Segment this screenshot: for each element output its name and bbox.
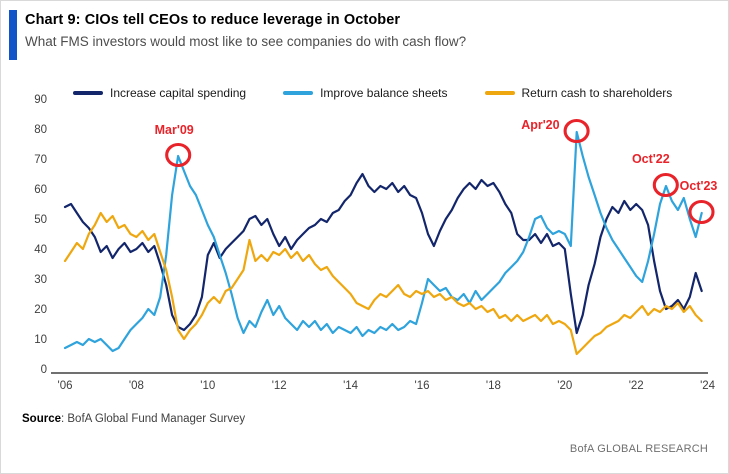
legend-item-capex: Increase capital spending (73, 86, 246, 100)
annotation-label: Oct'22 (632, 152, 670, 166)
annotation-circle (165, 142, 192, 168)
x-tick-label: '18 (486, 380, 501, 392)
y-tick-label: 70 (34, 154, 47, 166)
y-tick-label: 80 (34, 124, 47, 136)
chart-header: Chart 9: CIOs tell CEOs to reduce levera… (1, 1, 728, 60)
legend-item-balance-sheets: Improve balance sheets (283, 86, 448, 100)
x-tick-label: '06 (58, 380, 73, 392)
chart-area: 0 10 20 30 40 50 60 70 80 90 '06 '08 '10 '12 '14 '16 '18… (1, 62, 728, 397)
legend-swatch-balance-sheets (283, 91, 314, 95)
x-tick-label: '08 (129, 380, 144, 392)
y-tick-label: 40 (34, 244, 47, 256)
page-subtitle: What FMS investors would most like to se… (25, 34, 467, 50)
y-tick-label: 0 (41, 364, 47, 376)
accent-bar (9, 10, 17, 60)
annotation-label: Oct'23 (680, 179, 718, 193)
series-line (63, 211, 703, 356)
annotation-circle (563, 118, 590, 144)
y-tick-label: 20 (34, 304, 47, 316)
x-tick-label: '12 (272, 380, 287, 392)
legend-swatch-return-cash (484, 91, 515, 95)
legend-item-return-cash: Return cash to shareholders (484, 86, 673, 100)
header-text-block: Chart 9: CIOs tell CEOs to reduce levera… (25, 10, 466, 52)
x-tick-label: '16 (415, 380, 430, 392)
x-tick-label: '14 (343, 380, 359, 392)
y-tick-label: 50 (34, 214, 47, 226)
y-tick-label: 10 (34, 334, 47, 346)
source-label: Source (22, 413, 61, 425)
y-tick-label: 60 (34, 184, 47, 196)
x-tick-label: '22 (629, 380, 644, 392)
annotation-circle (688, 199, 715, 225)
series-line (63, 172, 703, 335)
annotation-label: Mar'09 (155, 123, 194, 137)
legend-swatch-capex (73, 91, 103, 95)
y-tick-label: 90 (34, 94, 47, 106)
source-text: : BofA Global Fund Manager Survey (61, 413, 246, 425)
source-note: Source: BofA Global Fund Manager Survey (22, 413, 728, 425)
legend-label: Improve balance sheets (320, 86, 448, 100)
legend-label: Return cash to shareholders (521, 86, 673, 100)
brand-research-label: BofA GLOBAL RESEARCH (569, 443, 708, 455)
annotation-circle (652, 172, 679, 198)
x-tick-label: '20 (557, 380, 572, 392)
chart-legend: Increase capital spending Improve balanc… (73, 86, 672, 100)
x-tick-label: '10 (200, 380, 215, 392)
series-line (63, 130, 703, 353)
line-chart: 0 10 20 30 40 50 60 70 80 90 '06 '08 '10 '12 '14 '16 '18… (34, 94, 718, 392)
x-tick-label: '24 (700, 380, 716, 392)
annotation-label: Apr'20 (521, 118, 559, 132)
legend-label: Increase capital spending (110, 86, 247, 100)
y-tick-label: 30 (34, 274, 47, 286)
page-title: Chart 9: CIOs tell CEOs to reduce levera… (25, 12, 401, 28)
